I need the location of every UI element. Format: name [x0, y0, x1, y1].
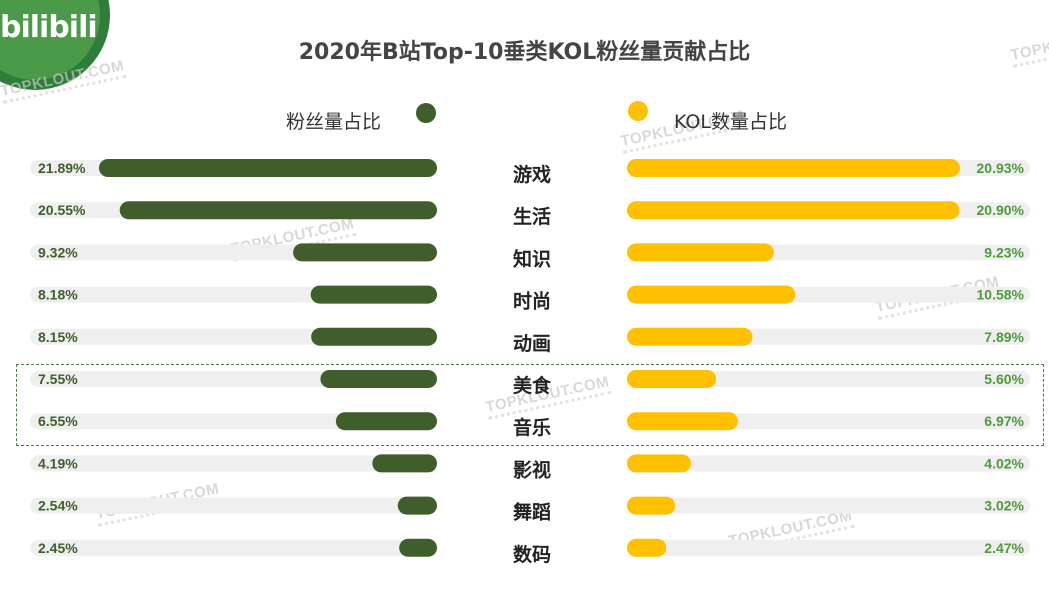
fans-bar	[99, 159, 437, 177]
kol-track	[627, 371, 1030, 387]
fans-bar	[399, 538, 437, 557]
fans-track	[30, 539, 437, 556]
kol-track	[627, 455, 1030, 472]
category-label: 数码	[513, 543, 551, 566]
kol-value-label: 20.93%	[977, 160, 1025, 176]
fans-value-label: 21.89%	[38, 160, 86, 176]
fans-value-label: 2.54%	[38, 498, 78, 514]
fans-value-label: 20.55%	[38, 202, 86, 218]
legend-kol-swatch	[628, 101, 648, 121]
fans-bar	[293, 243, 437, 262]
kol-bar	[627, 454, 691, 473]
fans-bar	[310, 285, 437, 304]
fans-bar	[311, 327, 437, 346]
category-label: 知识	[513, 247, 551, 270]
kol-track	[627, 497, 1030, 514]
fans-track	[30, 413, 437, 430]
legend-kol-label: KOL数量占比	[674, 111, 787, 133]
kol-value-label: 4.02%	[984, 455, 1024, 471]
kol-value-label: 6.97%	[984, 413, 1024, 429]
fans-value-label: 4.19%	[38, 455, 78, 471]
category-label: 舞蹈	[513, 501, 551, 524]
kol-value-label: 20.90%	[977, 202, 1025, 218]
fans-bar	[119, 201, 437, 220]
category-label: 影视	[513, 458, 551, 481]
kol-value-label: 2.47%	[984, 540, 1024, 556]
chart-title: 2020年B站Top-10垂类KOL粉丝量贡献占比	[298, 40, 751, 65]
kol-bar	[627, 285, 796, 304]
fans-bar	[397, 496, 437, 515]
kol-bar	[627, 243, 774, 262]
legend-fans-swatch	[416, 103, 436, 123]
fans-value-label: 2.45%	[38, 540, 78, 556]
kol-bar	[627, 327, 753, 346]
kol-bar	[627, 496, 676, 515]
legend-fans-label: 粉丝量占比	[286, 111, 382, 133]
kol-bar	[627, 201, 960, 220]
kol-track	[627, 539, 1030, 556]
category-label: 生活	[513, 205, 551, 228]
bilibili-logo-badge	[0, 0, 110, 90]
fans-bar	[372, 454, 437, 473]
kol-bar	[627, 370, 717, 388]
fans-value-label: 8.18%	[38, 287, 78, 303]
kol-value-label: 10.58%	[977, 287, 1025, 303]
fans-bar	[335, 412, 437, 431]
fans-track	[30, 497, 437, 514]
fans-value-label: 6.55%	[38, 413, 78, 429]
kol-value-label: 3.02%	[984, 498, 1024, 514]
category-label: 游戏	[513, 163, 551, 186]
category-label: 时尚	[513, 290, 551, 313]
kol-bar	[627, 412, 738, 431]
fans-value-label: 8.15%	[38, 329, 78, 345]
kol-value-label: 7.89%	[984, 329, 1024, 345]
highlight-box	[16, 364, 1044, 446]
fans-value-label: 9.32%	[38, 244, 78, 260]
kol-bar	[627, 538, 667, 557]
kol-bar	[627, 159, 960, 177]
bilibili-logo: bilibili	[0, 10, 98, 45]
category-label: 美食	[513, 374, 552, 397]
category-label: 音乐	[513, 416, 551, 439]
category-label: 动画	[513, 333, 551, 355]
kol-value-label: 5.60%	[984, 371, 1024, 387]
fans-value-label: 7.55%	[38, 371, 78, 387]
kol-value-label: 9.23%	[984, 244, 1024, 260]
fans-bar	[320, 370, 437, 388]
fans-track	[30, 455, 437, 472]
